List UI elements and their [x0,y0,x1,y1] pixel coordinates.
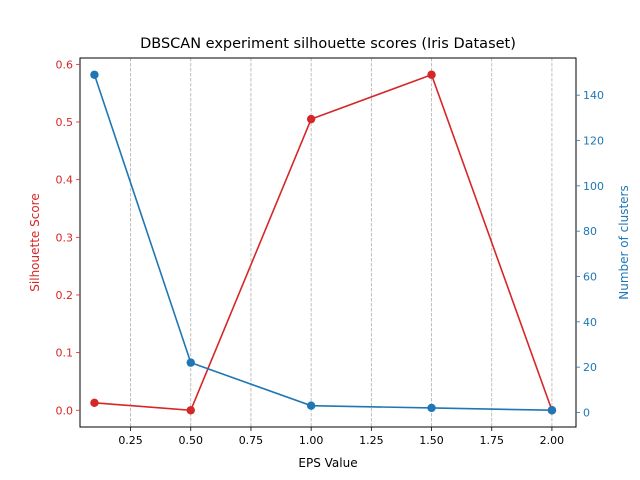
left-tick-label: 0.2 [56,289,74,302]
right-tick-label: 120 [583,135,604,148]
data-point-right [427,403,436,413]
right-tick-label: 100 [583,180,604,193]
right-tick-label: 60 [583,270,597,283]
series-line-right [93,74,552,412]
x-tick-label: 1.25 [359,434,384,447]
right-tick-label: 140 [583,89,604,102]
x-tick-label: 1.75 [479,434,504,447]
data-point-right [186,358,195,367]
series-markers [90,70,557,415]
right-tick-label: 40 [583,316,597,329]
data-point-right [90,70,99,79]
series-line-left [94,73,553,412]
chart-title: DBSCAN experiment silhouette scores (Iri… [140,36,516,52]
data-point-right [547,406,557,415]
left-tick-label: 0.5 [56,116,74,129]
x-axis-label: EPS Value [298,456,357,470]
grid [130,58,553,427]
x-tick-label: 0.50 [179,434,204,447]
data-point-right [306,401,316,410]
x-tick-label: 1.00 [299,434,324,447]
right-tick-label: 0 [583,406,590,419]
x-tick-label: 0.25 [118,434,143,447]
x-axis: 0.25 0.50 0.75 1.00 1.25 1.50 1.75 2.00 [118,427,564,447]
data-point-left [186,406,195,415]
x-tick-label: 1.50 [419,434,444,447]
right-axis: 0 20 40 60 80 100 120 140 [576,89,604,419]
right-tick-label: 80 [583,225,597,238]
x-tick-label: 2.00 [540,434,565,447]
left-tick-label: 0.6 [56,58,74,71]
x-tick-label: 0.75 [239,434,264,447]
data-point-left [90,398,99,407]
right-axis-label: Number of clusters [617,185,631,299]
left-tick-label: 0.0 [56,404,74,417]
data-point-left [306,114,316,124]
right-tick-label: 20 [583,361,597,374]
left-axis: 0.0 0.1 0.2 0.3 0.4 0.5 0.6 [56,58,80,417]
plot-frame [79,57,577,428]
series-lines [93,73,553,412]
left-axis-label: Silhouette Score [28,193,42,291]
left-tick-label: 0.4 [56,174,74,187]
left-tick-label: 0.3 [56,231,74,244]
left-tick-label: 0.1 [56,347,74,360]
data-point-left [427,70,436,79]
